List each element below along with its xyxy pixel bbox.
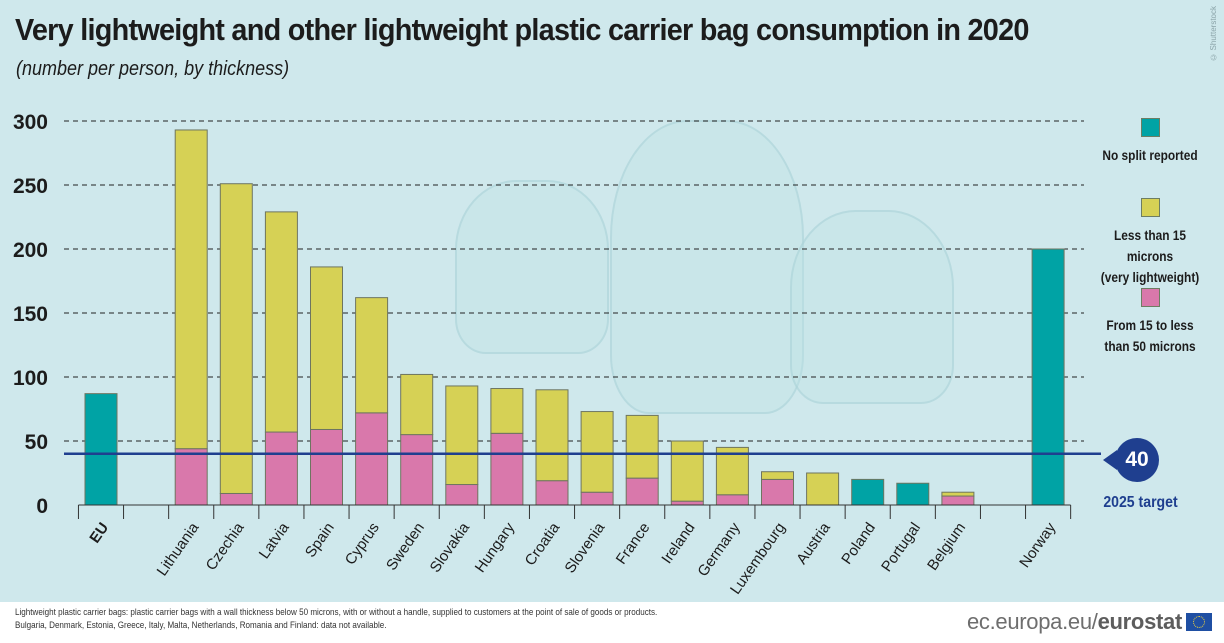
x-tick-label: Cyprus bbox=[342, 520, 383, 569]
y-tick-label: 200 bbox=[13, 239, 48, 262]
x-tick-label: Belgium bbox=[924, 520, 969, 574]
bar-very-lightweight-belgium bbox=[941, 491, 975, 497]
x-tick-label: Hungary bbox=[472, 519, 519, 576]
legend-item-lightweight-15-50: From 15 to less than 50 microns bbox=[1080, 288, 1220, 357]
x-tick-label: Sweden bbox=[383, 520, 428, 574]
x-tick-label: Croatia bbox=[522, 519, 564, 569]
x-tick-label: Austria bbox=[793, 519, 834, 568]
bar-lightweight-15-50-sweden bbox=[400, 434, 434, 506]
bar-lightweight-15-50-hungary bbox=[490, 432, 524, 506]
background-bag-image bbox=[610, 120, 804, 414]
bar-lightweight-15-50-latvia bbox=[264, 431, 298, 506]
legend-item-very-lightweight: Less than 15 microns (very lightweight) bbox=[1080, 198, 1220, 288]
bar-no-split-eu bbox=[84, 393, 118, 506]
bar-lightweight-15-50-ireland bbox=[670, 500, 704, 506]
x-tick-label: Norway bbox=[1016, 519, 1059, 571]
bar-very-lightweight-latvia bbox=[264, 211, 298, 433]
eurostat-link[interactable]: ec.europa.eu/eurostat bbox=[967, 609, 1182, 635]
bar-lightweight-15-50-slovakia bbox=[445, 484, 479, 506]
legend-label: than 50 microns bbox=[1104, 338, 1196, 354]
bar-very-lightweight-luxembourg bbox=[761, 471, 794, 480]
bar-very-lightweight-sweden bbox=[400, 373, 434, 436]
x-tick-label: EU bbox=[86, 520, 112, 547]
bar-lightweight-15-50-cyprus bbox=[355, 412, 389, 506]
legend-label: (very lightweight) bbox=[1100, 269, 1200, 285]
bar-no-split-poland bbox=[851, 478, 885, 506]
chart-subtitle: (number per person, by thickness) bbox=[16, 58, 290, 80]
legend-label: Less than 15 microns bbox=[1113, 227, 1187, 264]
y-tick-label: 300 bbox=[13, 111, 48, 134]
x-tick-label: Ireland bbox=[658, 520, 698, 567]
y-tick-label: 150 bbox=[13, 303, 48, 326]
x-tick-label: Slovenia bbox=[561, 519, 608, 576]
legend-label: From 15 to less bbox=[1106, 317, 1194, 333]
bar-very-lightweight-germany bbox=[715, 446, 749, 496]
bar-very-lightweight-hungary bbox=[490, 388, 524, 434]
legend-swatch-no-split bbox=[1140, 118, 1160, 137]
footer bbox=[0, 602, 1224, 643]
x-tick-label: Latvia bbox=[256, 519, 293, 562]
x-tick-label: Spain bbox=[302, 520, 338, 561]
bar-no-split-portugal bbox=[896, 482, 930, 506]
x-tick-label: Poland bbox=[838, 520, 879, 568]
x-tick-label: Germany bbox=[694, 519, 744, 580]
bar-very-lightweight-austria bbox=[806, 472, 840, 506]
background-bag-image bbox=[455, 180, 609, 354]
legend-swatch-very-lightweight bbox=[1140, 198, 1160, 217]
footnote-missing-data: Bulgaria, Denmark, Estonia, Greece, Ital… bbox=[15, 620, 387, 631]
bar-very-lightweight-lithuania bbox=[174, 129, 208, 450]
bars bbox=[84, 129, 1065, 506]
bar-very-lightweight-ireland bbox=[670, 440, 704, 502]
y-axis-ticks: 0 50 100 150 200 250 300 bbox=[13, 111, 48, 518]
bar-lightweight-15-50-slovenia bbox=[580, 491, 614, 506]
bar-lightweight-15-50-france bbox=[625, 477, 659, 506]
legend-swatch-lightweight-15-50 bbox=[1140, 288, 1160, 307]
legend-label: No split reported bbox=[1102, 147, 1198, 163]
y-tick-label: 250 bbox=[13, 175, 48, 198]
bar-lightweight-15-50-belgium bbox=[941, 495, 975, 506]
bar-very-lightweight-czechia bbox=[219, 183, 253, 494]
bar-very-lightweight-slovakia bbox=[445, 385, 479, 486]
eu-flag-icon bbox=[1186, 613, 1212, 631]
bar-very-lightweight-slovenia bbox=[580, 411, 614, 493]
bar-lightweight-15-50-luxembourg bbox=[761, 478, 794, 506]
x-tick-label: France bbox=[613, 520, 654, 568]
bar-very-lightweight-france bbox=[625, 414, 659, 479]
bar-very-lightweight-croatia bbox=[535, 389, 569, 482]
y-tick-label: 0 bbox=[36, 495, 48, 518]
bar-chart: 0 50 100 150 200 250 300 EU Lithuania Czechia Lat… bbox=[13, 111, 1101, 598]
bar-very-lightweight-spain bbox=[310, 266, 343, 430]
x-tick-label: Portugal bbox=[878, 520, 924, 576]
gridlines bbox=[64, 120, 1084, 442]
bar-no-split-norway bbox=[1031, 248, 1065, 506]
x-tick-label: Czechia bbox=[203, 519, 248, 574]
bar-lightweight-15-50-lithuania bbox=[174, 448, 208, 506]
bar-lightweight-15-50-czechia bbox=[219, 492, 253, 506]
background-bag-image bbox=[790, 210, 954, 404]
brand-prefix: ec.europa.eu/ bbox=[966, 609, 1098, 634]
x-axis: EU Lithuania Czechia Latvia Spain Cyprus Swede… bbox=[77, 504, 1072, 598]
bar-lightweight-15-50-croatia bbox=[535, 480, 569, 506]
bar-very-lightweight-cyprus bbox=[355, 297, 389, 414]
x-tick-label: Lithuania bbox=[154, 519, 203, 579]
bar-lightweight-15-50-spain bbox=[310, 428, 343, 506]
legend-item-no-split: No split reported bbox=[1080, 118, 1220, 166]
brand-name: eurostat bbox=[1097, 609, 1183, 634]
footnote: Lightweight plastic carrier bags: plasti… bbox=[15, 606, 657, 632]
bar-lightweight-15-50-germany bbox=[715, 494, 749, 506]
target-label: 2025 target bbox=[1103, 494, 1178, 511]
y-tick-label: 50 bbox=[25, 431, 48, 454]
chart-title: Very lightweight and other lightweight p… bbox=[15, 12, 1029, 47]
footnote-definition: Lightweight plastic carrier bags: plasti… bbox=[15, 607, 658, 618]
x-tick-label: Slovakia bbox=[427, 519, 474, 576]
target-value-badge: 40 bbox=[1103, 438, 1159, 482]
y-tick-label: 100 bbox=[13, 367, 48, 390]
